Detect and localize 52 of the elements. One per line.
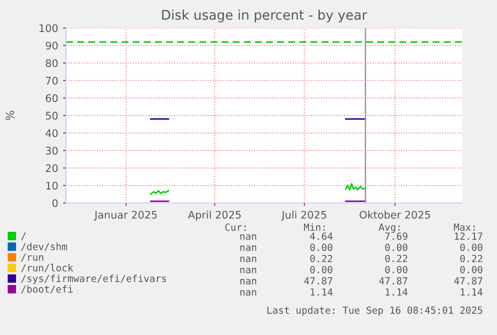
text: 1.14 (460, 288, 483, 296)
y-tick-label: 20 (46, 164, 58, 172)
text: 47.87 (379, 277, 408, 285)
y-tick-label: 10 (46, 182, 58, 190)
text: Max: (454, 224, 475, 231)
y-tick-label: 80 (46, 59, 58, 68)
text: 0.00 (460, 244, 482, 252)
text: 0.00 (310, 266, 332, 274)
legend-label: /boot/efi (21, 285, 73, 294)
text: nan (240, 268, 256, 274)
text: 12.17 (454, 232, 482, 240)
x-tick-label: Oktober 2025 (360, 210, 430, 219)
y-tick-label: 100 (40, 24, 58, 32)
text: 0.00 (385, 266, 408, 274)
legend-label: /sys/firmware/efi/efivars (21, 274, 166, 284)
x-tick-label: Januar 2025 (94, 210, 157, 221)
y-tick-label: 0 (52, 199, 58, 208)
y-tick-label: 60 (46, 94, 58, 102)
y-axis-title: % (6, 110, 14, 120)
legend-label: / (21, 232, 26, 240)
text: 0.00 (460, 266, 482, 274)
text: 1.14 (310, 288, 333, 296)
legend-label: /run (21, 254, 44, 262)
text: nan (240, 234, 256, 240)
y-tick-label: 40 (46, 129, 58, 138)
text: nan (240, 245, 256, 252)
text: nan (240, 290, 256, 296)
chart-title: Disk usage in percent - by year (162, 10, 368, 22)
text: nan (240, 278, 256, 285)
text: Min: (304, 223, 325, 231)
y-tick-label: 70 (46, 76, 58, 85)
text: Avg: (378, 224, 400, 233)
text: 0.22 (385, 254, 408, 262)
text: 7.69 (385, 232, 408, 240)
y-tick-label: 30 (46, 146, 58, 155)
x-tick-label: April 2025 (188, 210, 241, 221)
text: 47.87 (304, 277, 332, 285)
text: 0.22 (310, 254, 332, 262)
y-tick-label: 90 (46, 42, 58, 50)
legend-label: /run/lock (21, 264, 74, 272)
text: 0.00 (385, 244, 408, 252)
text: 0.22 (460, 254, 482, 262)
x-tick-label: Juli 2025 (281, 210, 326, 221)
text: 47.87 (454, 277, 482, 285)
text: 0.00 (310, 244, 332, 252)
text: 4.64 (310, 232, 333, 240)
text: Cur: (225, 223, 246, 231)
text: Last update: Tue Sep 16 08:45:01 2025 (267, 306, 482, 316)
legend-label: /dev/shm (21, 242, 67, 251)
y-tick-label: 50 (46, 112, 58, 120)
text: nan (240, 256, 256, 262)
text: 1.14 (386, 288, 408, 296)
